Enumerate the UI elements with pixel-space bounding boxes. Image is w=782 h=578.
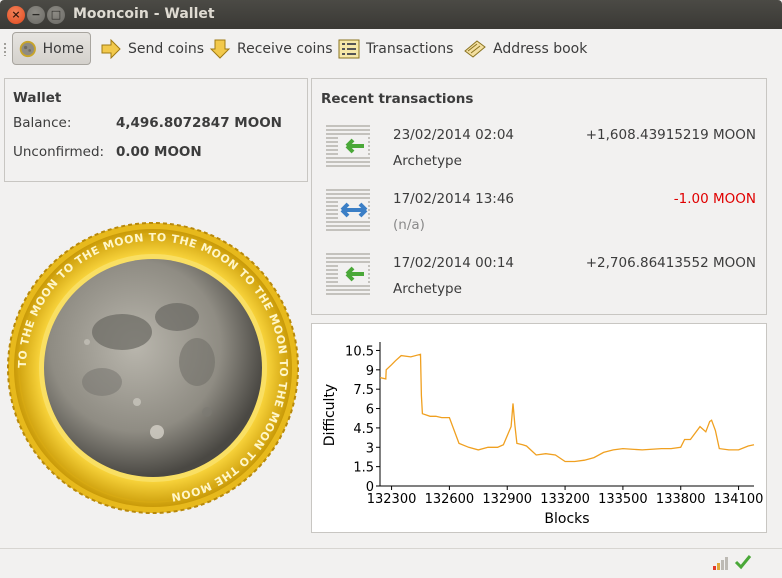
- status-bar: [0, 548, 782, 578]
- x-tick-label: 134100: [714, 492, 764, 507]
- connection-bars-icon: [713, 557, 728, 570]
- x-tick-label: 132600: [425, 492, 475, 507]
- difficulty-series-line: [379, 353, 755, 463]
- y-tick-label: 4.5: [353, 422, 374, 437]
- unconfirmed-label: Unconfirmed:: [13, 144, 105, 160]
- x-tick-label: 132300: [367, 492, 417, 507]
- y-tick-label: 0: [366, 480, 374, 495]
- x-tick-label: 132900: [482, 492, 532, 507]
- receive-coins-label: Receive coins: [237, 40, 333, 57]
- self-transfer-icon: [326, 189, 370, 231]
- y-tick-label: 1.5: [353, 461, 374, 476]
- transaction-description: (n/a): [393, 217, 425, 233]
- balance-value: 4,496.8072847 MOON: [116, 115, 282, 131]
- mooncoin-logo: TO THE MOON TO THE MOON TO THE MOON TO T…: [7, 222, 299, 514]
- receive-coins-button[interactable]: Receive coins: [203, 32, 339, 65]
- send-coins-button[interactable]: Send coins: [94, 32, 210, 65]
- maximize-button[interactable]: □: [47, 6, 65, 24]
- minimize-button[interactable]: −: [27, 6, 45, 24]
- y-tick-label: 3: [366, 441, 374, 456]
- transaction-amount: +1,608.43915219 MOON: [585, 127, 756, 143]
- transaction-row[interactable]: 17/02/2014 00:14 +2,706.86413552 MOON Arch…: [312, 245, 766, 305]
- y-tick-label: 6: [366, 403, 374, 418]
- wallet-panel: Wallet Balance: 4,496.8072847 MOON Uncon…: [4, 78, 308, 182]
- transaction-amount: +2,706.86413552 MOON: [585, 255, 756, 271]
- transaction-row[interactable]: 17/02/2014 13:46 -1.00 MOON (n/a): [312, 181, 766, 241]
- transaction-amount: -1.00 MOON: [673, 191, 756, 207]
- address-book-button[interactable]: Address book: [457, 32, 593, 65]
- transactions-label: Transactions: [366, 40, 454, 57]
- y-axis-label: Difficulty: [322, 384, 338, 446]
- arrow-down-icon: [209, 39, 231, 59]
- transaction-description: Archetype: [393, 153, 462, 169]
- y-tick-label: 10.5: [345, 344, 374, 359]
- x-tick-label: 133800: [656, 492, 706, 507]
- x-tick-label: 133200: [540, 492, 590, 507]
- address-book-label: Address book: [493, 40, 588, 57]
- balance-label: Balance:: [13, 115, 72, 131]
- transactions-button[interactable]: Transactions: [332, 32, 459, 65]
- transaction-date: 17/02/2014 00:14: [393, 255, 515, 271]
- close-button[interactable]: ×: [7, 6, 25, 24]
- list-icon: [338, 39, 360, 58]
- transaction-date: 23/02/2014 02:04: [393, 127, 515, 143]
- difficulty-chart-panel: 0 1.5 3 4.5 6 7.5 9 10.5 132300 132600 132900 13320…: [311, 323, 767, 533]
- toolbar: Home Send coins Receive coins Transactio…: [0, 29, 782, 69]
- title-bar: × − □ Mooncoin - Wallet: [0, 0, 782, 29]
- synced-check-icon: [734, 555, 752, 570]
- arrow-right-icon: [101, 38, 121, 59]
- wallet-heading: Wallet: [13, 90, 62, 106]
- home-label: Home: [42, 40, 84, 57]
- y-tick-label: 9: [366, 364, 374, 379]
- home-button[interactable]: Home: [12, 32, 91, 65]
- x-tick-label: 133500: [598, 492, 648, 507]
- difficulty-chart: 0 1.5 3 4.5 6 7.5 9 10.5 132300 132600 132900 13320…: [322, 342, 764, 527]
- transaction-row[interactable]: 23/02/2014 02:04 +1,608.43915219 MOON Arch…: [312, 117, 766, 177]
- window-title: Mooncoin - Wallet: [73, 6, 215, 22]
- send-coins-label: Send coins: [128, 40, 205, 57]
- receive-arrow-icon: [326, 253, 370, 295]
- toolbar-grip[interactable]: [3, 42, 7, 56]
- recent-transactions-heading: Recent transactions: [321, 91, 474, 107]
- address-book-icon: [464, 39, 486, 58]
- receive-arrow-icon: [326, 125, 370, 167]
- unconfirmed-value: 0.00 MOON: [116, 144, 202, 160]
- transaction-description: Archetype: [393, 281, 462, 297]
- transaction-date: 17/02/2014 13:46: [393, 191, 515, 207]
- y-tick-label: 7.5: [353, 383, 374, 398]
- moon-icon: [19, 40, 36, 57]
- recent-transactions-panel: Recent transactions 23/02/2014 02:04 +1,6…: [311, 78, 767, 315]
- x-axis-label: Blocks: [544, 511, 589, 527]
